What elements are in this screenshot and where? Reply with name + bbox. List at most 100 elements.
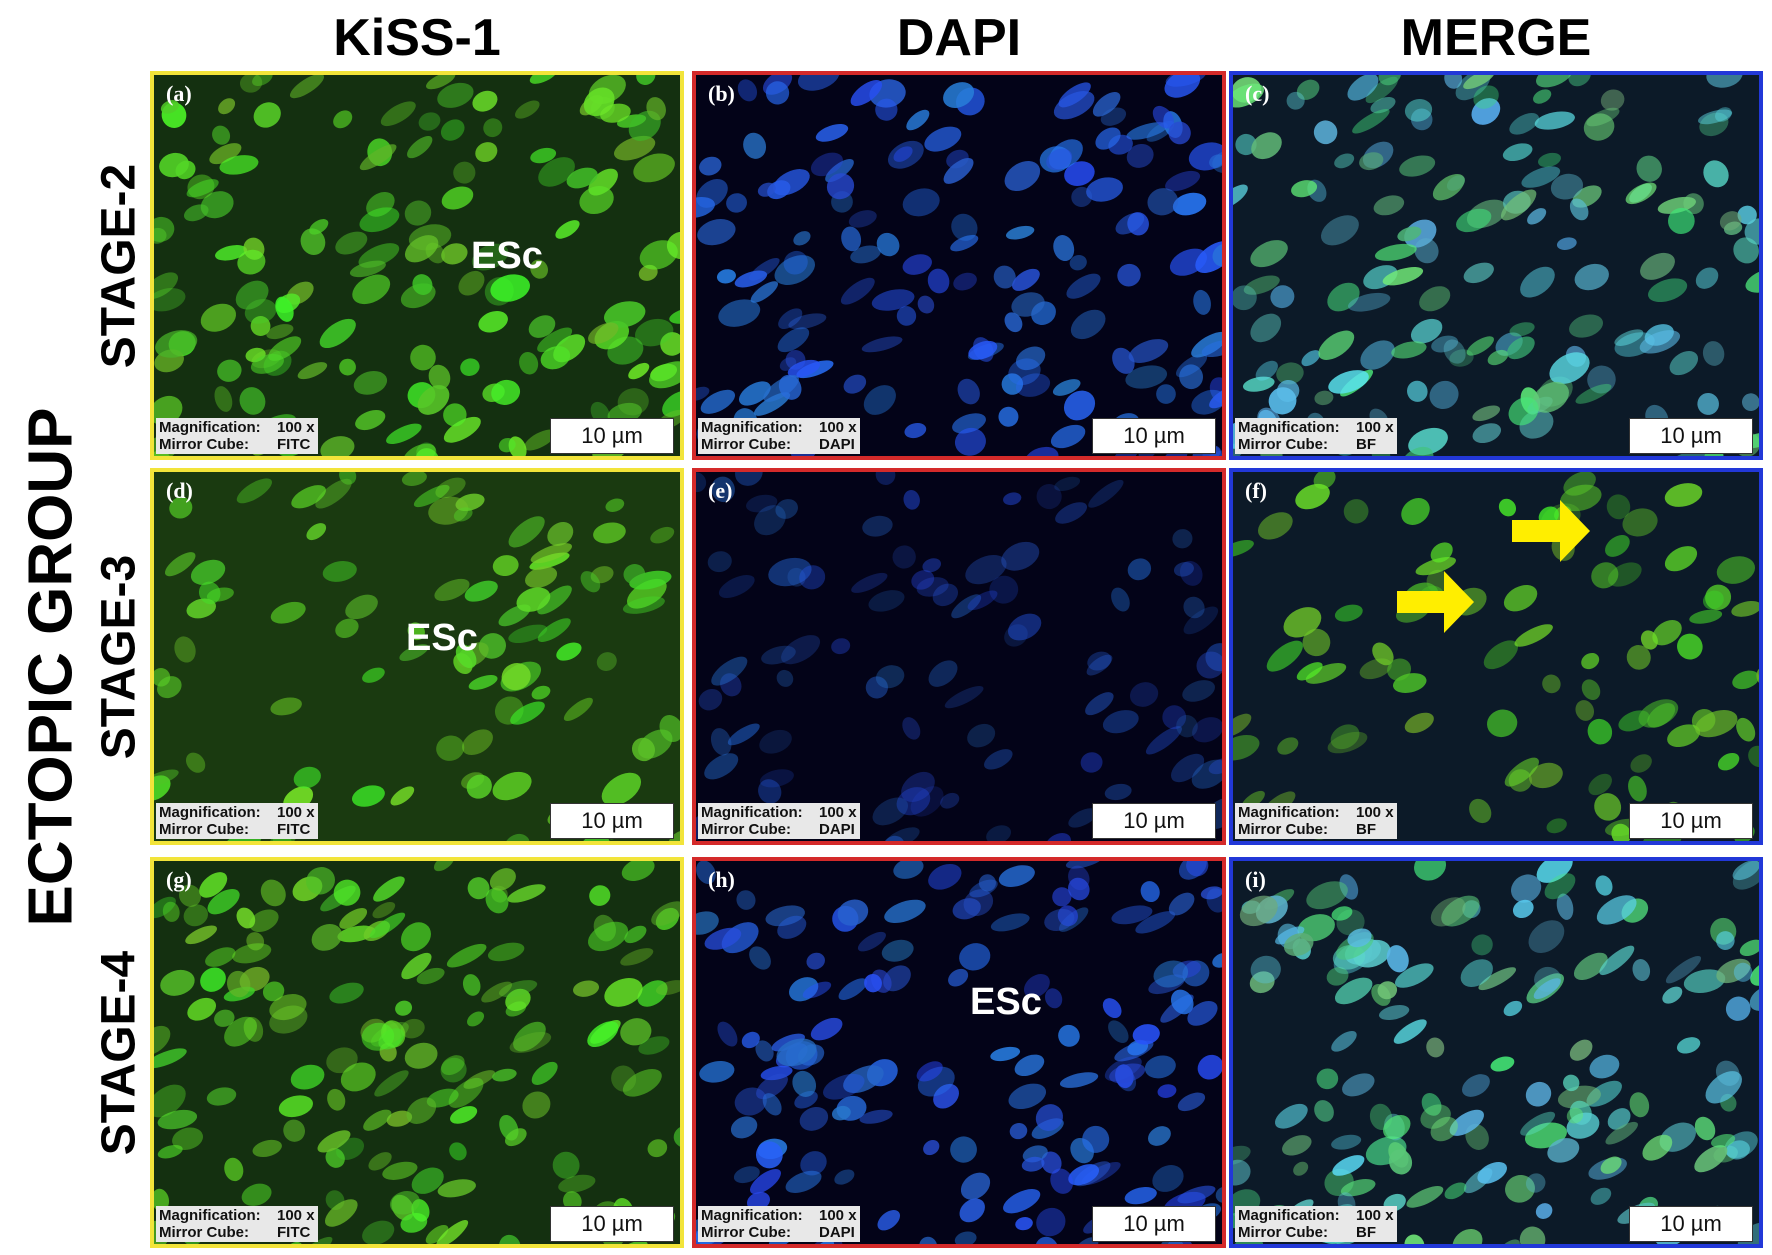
info-line: Magnification: 100 x xyxy=(1238,804,1394,821)
cell xyxy=(1638,699,1679,728)
cell xyxy=(270,601,306,624)
cell xyxy=(1694,1145,1728,1173)
info-line: Mirror Cube: DAPI xyxy=(701,436,857,453)
cell xyxy=(998,406,1019,427)
cell xyxy=(1697,109,1733,125)
info-line: Magnification: 100 x xyxy=(159,804,315,821)
cell xyxy=(1330,724,1360,750)
cell xyxy=(588,322,619,344)
cell xyxy=(1520,1111,1556,1136)
cell xyxy=(453,507,473,522)
magnification-label: Magnification: xyxy=(1238,804,1340,821)
mirror-cube-value: DAPI xyxy=(819,821,855,838)
cell xyxy=(1058,1024,1080,1047)
cell xyxy=(481,981,513,1003)
cell xyxy=(789,977,819,1002)
cell xyxy=(164,552,196,577)
cell xyxy=(1471,934,1493,956)
annotation: ESc xyxy=(970,981,1042,1023)
cell xyxy=(441,186,474,210)
cell xyxy=(1088,479,1124,508)
micrograph-panel: (h) Magnification: 100 x Mirror Cube: DAPI 10… xyxy=(692,857,1226,1248)
cell xyxy=(154,775,171,801)
cell xyxy=(1068,1164,1100,1186)
cell xyxy=(531,1061,558,1085)
magnification-value: 100 x xyxy=(819,419,857,436)
cell xyxy=(1109,1063,1146,1084)
cell xyxy=(1255,360,1278,381)
cell xyxy=(492,771,532,801)
cell xyxy=(1733,237,1759,264)
cell xyxy=(902,188,940,217)
cell xyxy=(793,231,811,246)
cell xyxy=(355,410,386,431)
cell xyxy=(647,1139,668,1158)
magnification-label: Magnification: xyxy=(1238,419,1340,436)
cell xyxy=(183,904,209,927)
cell xyxy=(317,1130,351,1153)
cell xyxy=(1258,512,1293,540)
cell xyxy=(1334,604,1363,622)
cell xyxy=(1208,758,1222,775)
cell xyxy=(718,574,755,598)
cell xyxy=(428,364,451,390)
cell xyxy=(1589,1054,1620,1079)
cell xyxy=(475,142,498,163)
cell xyxy=(501,663,531,691)
cell xyxy=(1200,886,1222,900)
cell xyxy=(1737,1222,1759,1244)
cell xyxy=(1360,340,1395,370)
cell xyxy=(1233,734,1260,761)
cell xyxy=(407,135,433,159)
cell xyxy=(711,476,735,503)
cell xyxy=(538,157,575,187)
micrograph-panel: (b) Magnification: 100 x Mirror Cube: DAPI 10… xyxy=(692,71,1226,460)
cell xyxy=(1401,498,1430,526)
info-line: Mirror Cube: BF xyxy=(1238,1224,1394,1241)
cell xyxy=(322,561,357,582)
cell xyxy=(697,219,736,246)
mirror-cube-label: Mirror Cube: xyxy=(159,436,249,453)
cell xyxy=(1536,75,1574,88)
cell xyxy=(596,652,617,671)
cell xyxy=(903,489,920,510)
panel-letter: (g) xyxy=(166,867,192,892)
cell xyxy=(1326,967,1349,986)
cell xyxy=(940,792,960,809)
cell xyxy=(366,191,395,217)
cell xyxy=(157,1109,198,1130)
cell xyxy=(463,1070,496,1089)
cell xyxy=(989,575,1019,604)
micrograph-panel: (e) Magnification: 100 x Mirror Cube: DAPI 10… xyxy=(692,468,1226,845)
cell xyxy=(1639,330,1681,354)
cell xyxy=(1070,309,1106,340)
cell xyxy=(1250,240,1288,268)
cell xyxy=(788,313,827,330)
cell xyxy=(1302,628,1331,657)
cell xyxy=(406,1097,437,1125)
info-line: Mirror Cube: DAPI xyxy=(701,821,857,838)
mirror-cube-label: Mirror Cube: xyxy=(1238,1224,1328,1241)
cell xyxy=(916,577,949,597)
cell xyxy=(232,943,272,964)
cell xyxy=(604,978,643,1007)
cell xyxy=(1544,873,1576,900)
cell xyxy=(877,1209,901,1231)
cell xyxy=(1050,1168,1074,1194)
cell xyxy=(185,752,206,773)
cell xyxy=(333,879,361,906)
mirror-cube-label: Mirror Cube: xyxy=(701,1224,791,1241)
magnification-value: 100 x xyxy=(277,1207,315,1224)
cell xyxy=(787,359,821,378)
cell xyxy=(362,667,385,683)
cell xyxy=(1406,1186,1444,1208)
cell xyxy=(730,1116,758,1139)
cell xyxy=(1731,600,1759,617)
cell xyxy=(1001,541,1040,571)
info-line: Mirror Cube: FITC xyxy=(159,436,315,453)
cell xyxy=(1233,713,1252,737)
cell xyxy=(1534,111,1575,130)
cell xyxy=(510,701,545,725)
cell xyxy=(411,1167,444,1194)
cell xyxy=(753,392,791,416)
